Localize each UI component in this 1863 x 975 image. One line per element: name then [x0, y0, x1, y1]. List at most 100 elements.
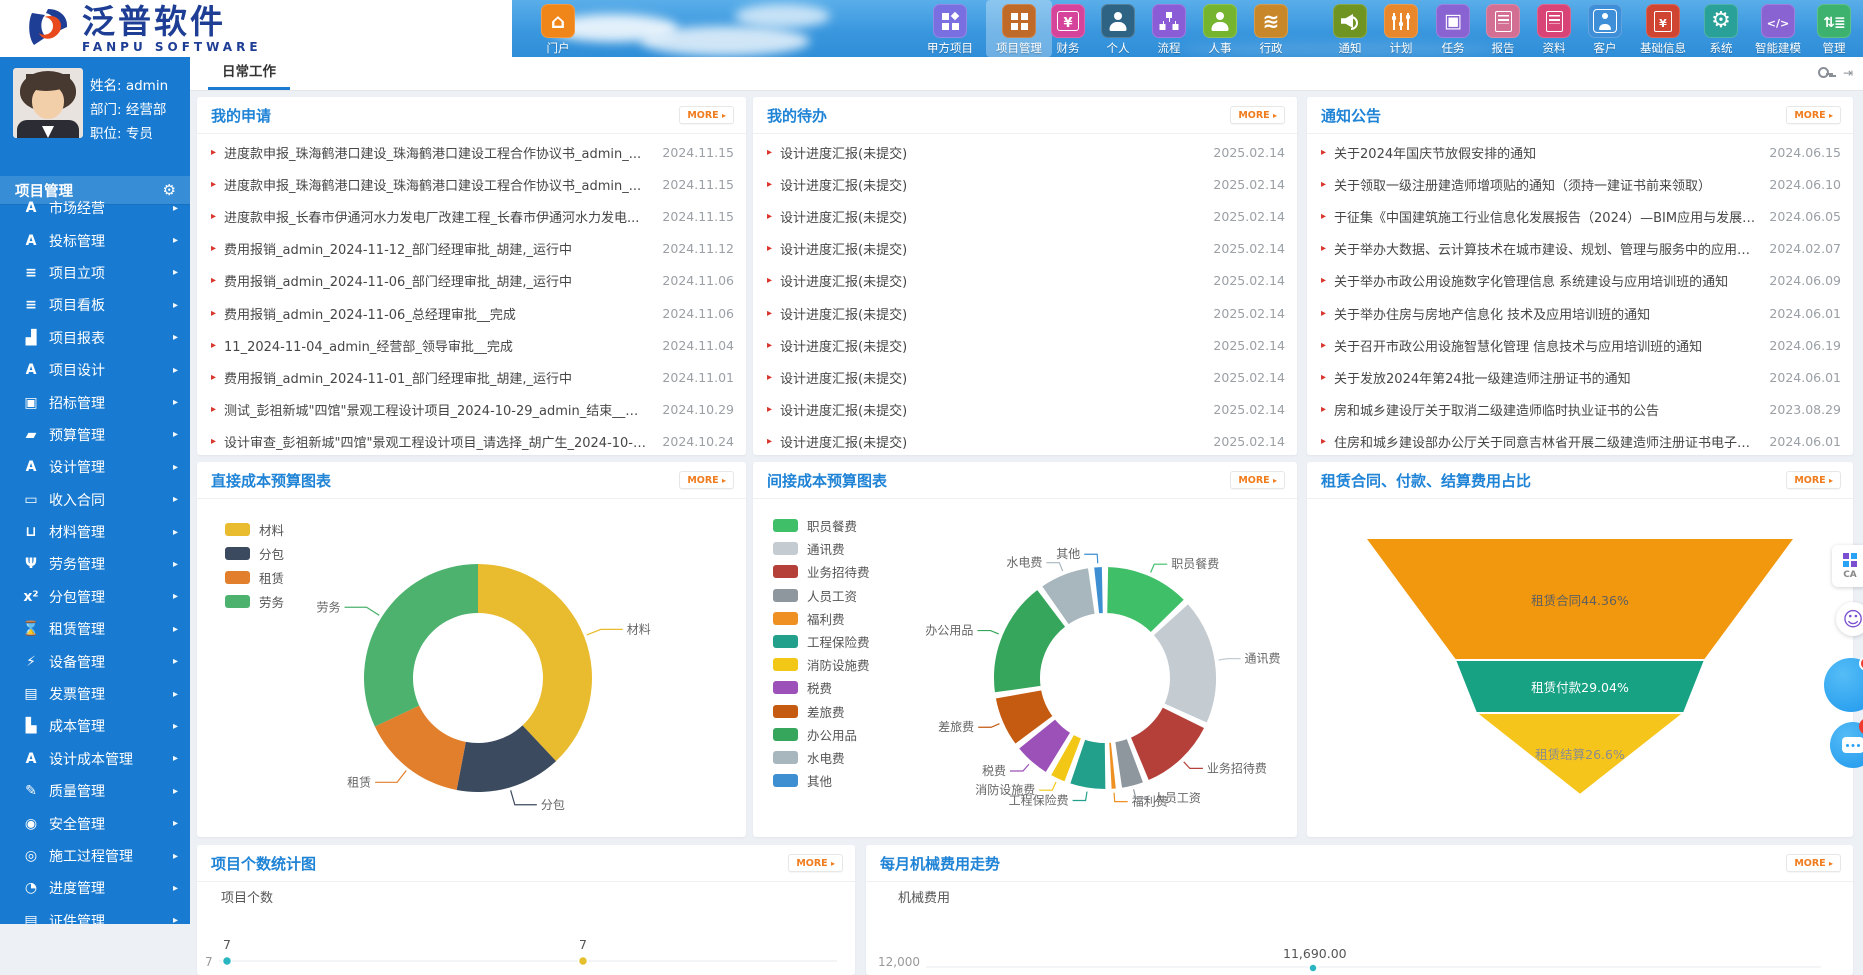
sidebar-item-18[interactable]: ✎质量管理▸ [0, 775, 190, 807]
nav-item-0[interactable]: 甲方项目 [917, 4, 983, 56]
ca-widget[interactable]: CA [1832, 545, 1863, 587]
expand-icon[interactable]: ⇥ [1843, 65, 1853, 81]
sidebar-item-0[interactable]: A市场经营▸ [0, 192, 190, 224]
list-item[interactable]: ▸ 房和城乡建设厅关于取消二级建造师临时执业证书的公告 2023.08.29 [1321, 394, 1841, 426]
sidebar-item-8[interactable]: A设计管理▸ [0, 451, 190, 483]
sidebar-item-2[interactable]: ≡项目立项▸ [0, 257, 190, 289]
list-item[interactable]: ▸ 测试_彭祖新城"四馆"景观工程设计项目_2024-10-29_admin_结… [211, 394, 734, 426]
pie-icon: ◔ [20, 880, 42, 896]
svg-text:业务招待费: 业务招待费 [1207, 760, 1267, 775]
machine-cost-line-chart[interactable]: 12,00011,690.00 [866, 845, 1853, 975]
list-item[interactable]: ▸ 关于举办市政公用设施数字化管理信息 系统建设与应用培训班的通知 2024.0… [1321, 265, 1841, 297]
sidebar-item-11[interactable]: Ψ劳务管理▸ [0, 548, 190, 580]
sidebar-item-1[interactable]: A投标管理▸ [0, 224, 190, 256]
legend-item[interactable]: 税费 [773, 676, 870, 699]
sidebar-item-7[interactable]: ▰预算管理▸ [0, 419, 190, 451]
list-item[interactable]: ▸ 费用报销_admin_2024-11-12_部门经理审批_胡建,_运行中 2… [211, 233, 734, 265]
list-item[interactable]: ▸ 关于举办大数据、云计算技术在城市建设、规划、管理与服务中的应用培训班... … [1321, 233, 1841, 265]
plug-icon: ⚡ [20, 654, 42, 670]
sidebar-item-label: 招标管理 [49, 393, 105, 413]
legend-item[interactable]: 消防设施费 [773, 653, 870, 676]
list-item[interactable]: ▸ 住房和城乡建设部办公厅关于同意吉林省开展二级建造师注册证书电子化试点... … [1321, 426, 1841, 455]
legend-item[interactable]: 办公用品 [773, 723, 870, 746]
sidebar-item-6[interactable]: ▣招标管理▸ [0, 386, 190, 418]
more-button[interactable]: MORE ▸ [679, 106, 734, 124]
project-count-line-chart[interactable]: 777 [197, 845, 855, 975]
item-date: 2024.11.01 [662, 370, 734, 385]
legend-item[interactable]: 水电费 [773, 746, 870, 769]
legend-item[interactable]: 人员工资 [773, 584, 870, 607]
legend-item[interactable]: 劳务 [225, 589, 284, 613]
sidebar-item-12[interactable]: x²分包管理▸ [0, 581, 190, 613]
nav-item-6[interactable]: 行政 [1238, 4, 1304, 56]
list-item[interactable]: ▸ 11_2024-11-04_admin_经营部_领导审批__完成 2024.… [211, 329, 734, 361]
nav-item-12[interactable]: 客户 [1572, 4, 1638, 56]
sidebar-item-13[interactable]: ⌛租赁管理▸ [0, 613, 190, 645]
list-item[interactable]: ▸ 关于举办住房与房地产信息化 技术及应用培训班的通知 2024.06.01 [1321, 297, 1841, 329]
list-item[interactable]: ▸ 设计进度汇报(未提交) 2025.02.14 [767, 394, 1285, 426]
list-item[interactable]: ▸ 关于2024年国庆节放假安排的通知 2024.06.15 [1321, 136, 1841, 168]
list-item[interactable]: ▸ 于征集《中国建筑施工行业信息化发展报告（2024）—BIM应用与发展》材料.… [1321, 200, 1841, 232]
list-item[interactable]: ▸ 设计进度汇报(未提交) 2025.02.14 [767, 297, 1285, 329]
sidebar-item-3[interactable]: ≡项目看板▸ [0, 289, 190, 321]
list-item[interactable]: ▸ 设计进度汇报(未提交) 2025.02.14 [767, 426, 1285, 455]
sidebar-item-21[interactable]: ◔进度管理▸ [0, 872, 190, 904]
svg-text:水电费: 水电费 [1006, 556, 1042, 570]
legend-label: 租赁 [259, 568, 284, 587]
more-button[interactable]: MORE ▸ [1230, 106, 1285, 124]
sidebar-item-16[interactable]: ▙成本管理▸ [0, 710, 190, 742]
list-item[interactable]: ▸ 设计进度汇报(未提交) 2025.02.14 [767, 265, 1285, 297]
item-text: 费用报销_admin_2024-11-12_部门经理审批_胡建,_运行中 [224, 239, 648, 258]
key-icon[interactable] [1817, 65, 1833, 81]
list-item[interactable]: ▸ 设计进度汇报(未提交) 2025.02.14 [767, 136, 1285, 168]
legend-item[interactable]: 工程保险费 [773, 630, 870, 653]
legend-item[interactable]: 职员餐费 [773, 514, 870, 537]
sidebar-item-17[interactable]: A设计成本管理▸ [0, 743, 190, 775]
sidebar-item-14[interactable]: ⚡设备管理▸ [0, 645, 190, 677]
legend-item[interactable]: 材料 [225, 517, 284, 541]
list-item[interactable]: ▸ 设计进度汇报(未提交) 2025.02.14 [767, 168, 1285, 200]
nav-item-portal[interactable]: ⌂ 门户 [528, 4, 588, 56]
list-item[interactable]: ▸ 设计进度汇报(未提交) 2025.02.14 [767, 361, 1285, 393]
sidebar-item-22[interactable]: ▤证件管理▸ [0, 905, 190, 924]
sidebar-item-9[interactable]: ▭收入合同▸ [0, 484, 190, 516]
legend-item[interactable]: 分包 [225, 541, 284, 565]
sidebar-item-15[interactable]: ▤发票管理▸ [0, 678, 190, 710]
nav-item-16[interactable]: 管理 [1801, 4, 1863, 56]
legend-item[interactable]: 其他 [773, 769, 870, 792]
emoji-widget[interactable]: ☺ [1836, 602, 1863, 636]
list-item[interactable]: ▸ 设计进度汇报(未提交) 2025.02.14 [767, 200, 1285, 232]
sidebar-item-10[interactable]: ⊔材料管理▸ [0, 516, 190, 548]
sidebar-item-20[interactable]: ◎施工过程管理▸ [0, 840, 190, 872]
list-item[interactable]: ▸ 进度款申报_珠海鹤港口建设_珠海鹤港口建设工程合作协议书_admin_...… [211, 168, 734, 200]
legend-item[interactable]: 业务招待费 [773, 560, 870, 583]
sidebar-item-4[interactable]: ▟项目报表▸ [0, 322, 190, 354]
item-text: 关于举办市政公用设施数字化管理信息 系统建设与应用培训班的通知 [1334, 271, 1755, 290]
legend-item[interactable]: 租赁 [225, 565, 284, 589]
lease-funnel-chart[interactable]: 租赁合同44.36%租赁付款29.04%租赁结算26.6% [1307, 462, 1853, 837]
list-item[interactable]: ▸ 设计进度汇报(未提交) 2025.02.14 [767, 329, 1285, 361]
svg-text:劳务: 劳务 [317, 599, 341, 614]
list-item[interactable]: ▸ 进度款申报_珠海鹤港口建设_珠海鹤港口建设工程合作协议书_admin_...… [211, 136, 734, 168]
list-item[interactable]: ▸ 关于召开市政公用设施智慧化管理 信息技术与应用培训班的通知 2024.06.… [1321, 329, 1841, 361]
list-item[interactable]: ▸ 关于发放2024年第24批一级建造师注册证书的通知 2024.06.01 [1321, 361, 1841, 393]
list-item[interactable]: ▸ 费用报销_admin_2024-11-06_总经理审批__完成 2024.1… [211, 297, 734, 329]
tab-daily-work[interactable]: 日常工作 [208, 57, 290, 90]
more-button[interactable]: MORE ▸ [1786, 106, 1841, 124]
bullet-icon: ▸ [1321, 404, 1326, 415]
list-item[interactable]: ▸ 费用报销_admin_2024-11-06_部门经理审批_胡建,_运行中 2… [211, 265, 734, 297]
list-item[interactable]: ▸ 关于领取一级注册建造师增项贴的通知（须持一建证书前来领取） 2024.06.… [1321, 168, 1841, 200]
legend-item[interactable]: 通讯费 [773, 537, 870, 560]
nav-item-13[interactable]: 基础信息 [1630, 4, 1696, 56]
notice-list: ▸ 关于2024年国庆节放假安排的通知 2024.06.15 ▸ 关于领取一级注… [1307, 134, 1853, 455]
list-item[interactable]: ▸ 设计进度汇报(未提交) 2025.02.14 [767, 233, 1285, 265]
svg-text:差旅费: 差旅费 [938, 720, 974, 734]
legend-item[interactable]: 差旅费 [773, 700, 870, 723]
sidebar-item-19[interactable]: ◉安全管理▸ [0, 807, 190, 839]
chevron-right-icon: ▸ [173, 915, 178, 924]
list-item[interactable]: ▸ 设计审查_彭祖新城"四馆"景观工程设计项目_请选择_胡广生_2024-10-… [211, 426, 734, 455]
legend-item[interactable]: 福利费 [773, 607, 870, 630]
list-item[interactable]: ▸ 费用报销_admin_2024-11-01_部门经理审批_胡建,_运行中 2… [211, 361, 734, 393]
list-item[interactable]: ▸ 进度款申报_长春市伊通河水力发电厂改建工程_长春市伊通河水力发电... 20… [211, 200, 734, 232]
sidebar-item-5[interactable]: A项目设计▸ [0, 354, 190, 386]
